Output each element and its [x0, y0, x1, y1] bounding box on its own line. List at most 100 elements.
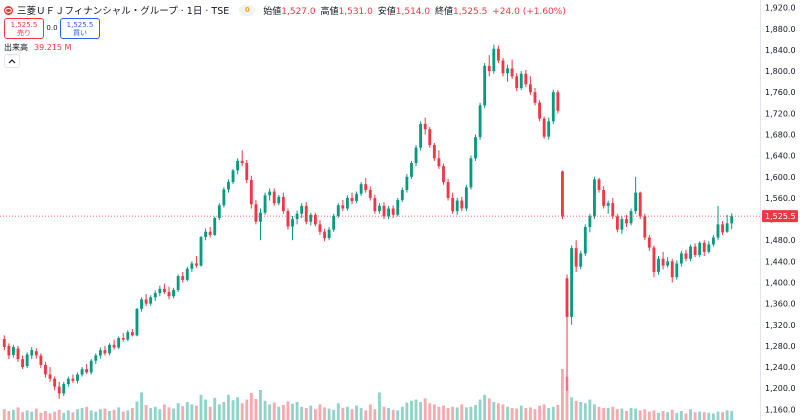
- collapse-legend-button[interactable]: [4, 54, 20, 68]
- candle-body: [185, 268, 189, 280]
- volume-bar: [318, 404, 322, 420]
- candle-body: [556, 92, 560, 111]
- candle-body: [281, 196, 285, 212]
- volume-legend: 出来高 39.215 M: [4, 42, 71, 53]
- volume-bar: [245, 399, 249, 420]
- volume-bar: [528, 407, 532, 420]
- candle-body: [515, 76, 519, 88]
- price-tick-label: 1,240.0: [765, 363, 796, 372]
- volume-bar: [579, 402, 583, 420]
- volume-bar: [149, 408, 153, 420]
- candle-body: [606, 203, 610, 206]
- volume-bar: [34, 408, 38, 420]
- candle-body: [547, 121, 551, 137]
- price-tick-label: 1,320.0: [765, 321, 796, 330]
- candle-body: [442, 166, 445, 183]
- volume-bar: [213, 397, 217, 420]
- volume-bar: [25, 410, 29, 420]
- candle-body: [277, 196, 281, 204]
- candle-body: [689, 246, 692, 259]
- candle-body: [478, 105, 482, 138]
- volume-bar: [506, 406, 509, 420]
- volume-bar: [323, 407, 326, 420]
- candle-body: [249, 179, 253, 205]
- volume-bar: [588, 399, 592, 420]
- volume-bar: [524, 408, 528, 420]
- volume-bar: [291, 403, 294, 420]
- alert-count-badge[interactable]: 0: [239, 4, 256, 16]
- sell-label: 売り: [17, 28, 31, 37]
- candle-body: [162, 288, 166, 293]
- last-price-label: 1,525.5: [765, 212, 796, 221]
- candle-body: [85, 369, 89, 373]
- price-tick-label: 1,640.0: [765, 152, 796, 161]
- volume-bar: [487, 398, 491, 420]
- volume-bar: [117, 407, 121, 420]
- volume-bar: [309, 405, 313, 420]
- candle-body: [272, 191, 276, 204]
- volume-bar: [647, 411, 651, 420]
- candle-body: [153, 293, 157, 298]
- volume-bar: [167, 407, 171, 420]
- volume-bar: [378, 392, 381, 420]
- volume-bar: [130, 408, 134, 420]
- volume-bar: [240, 403, 244, 420]
- open-label: 始値: [263, 6, 282, 17]
- candle-body: [684, 253, 688, 259]
- candle-body: [364, 184, 368, 190]
- candle-body: [309, 214, 313, 222]
- candle-body: [533, 92, 537, 103]
- candle-body: [227, 182, 230, 190]
- volume-bar: [405, 402, 409, 420]
- candle-body: [144, 299, 148, 304]
- candle-body: [414, 147, 418, 164]
- candle-body: [254, 204, 258, 222]
- price-tick-label: 1,840.0: [765, 46, 796, 55]
- candle-body: [368, 190, 372, 198]
- volume-bar: [313, 409, 317, 420]
- candle-body: [437, 158, 441, 167]
- candle-body: [199, 237, 203, 266]
- volume-bar: [437, 406, 441, 420]
- price-axis[interactable]: 1,920.0 1,880.0 1,840.0 1,800.0 1,760.0 1,720…: [0, 4, 798, 415]
- volume-bar: [153, 406, 157, 420]
- volume-bar: [666, 412, 670, 420]
- volume-bar: [492, 402, 496, 420]
- candle-body: [236, 160, 240, 171]
- candle-body: [217, 205, 221, 219]
- buy-button[interactable]: 1,525.5 買い: [60, 18, 100, 39]
- volume-bar: [208, 406, 212, 420]
- volume-bar: [126, 410, 130, 420]
- candle-body: [410, 163, 413, 177]
- sell-button[interactable]: 1,525.5 売り: [4, 18, 44, 39]
- candle-body: [643, 216, 647, 238]
- candle-body: [400, 190, 404, 201]
- volume-bar: [643, 409, 647, 420]
- volume-bar: [217, 404, 221, 420]
- candle-body: [208, 231, 212, 235]
- symbol-title[interactable]: 三菱ＵＦＪフィナンシャル・グループ · 1日 · TSE: [17, 6, 230, 17]
- volume-bar: [373, 409, 377, 420]
- volume-bar: [602, 408, 606, 420]
- volume-bar: [597, 406, 601, 420]
- volume-bar: [48, 413, 52, 420]
- candle-body: [126, 332, 130, 340]
- volume-bar: [464, 407, 468, 420]
- candle-body: [304, 205, 308, 222]
- volume-bar: [181, 406, 185, 420]
- low-value: 1,514.0: [395, 6, 431, 17]
- volume-bar: [593, 404, 596, 420]
- volume-bar: [423, 398, 427, 420]
- volume-bar: [606, 408, 610, 420]
- low-label: 安値: [377, 6, 396, 17]
- candle-body: [629, 211, 633, 224]
- price-tick-label: 1,680.0: [765, 131, 796, 140]
- candle-body: [204, 231, 208, 238]
- volume-bar: [195, 405, 198, 420]
- candle-body: [117, 338, 121, 348]
- volume-bar: [707, 412, 711, 420]
- candle-body: [730, 216, 734, 224]
- candle-body: [108, 344, 111, 354]
- price-tick-label: 1,760.0: [765, 88, 796, 97]
